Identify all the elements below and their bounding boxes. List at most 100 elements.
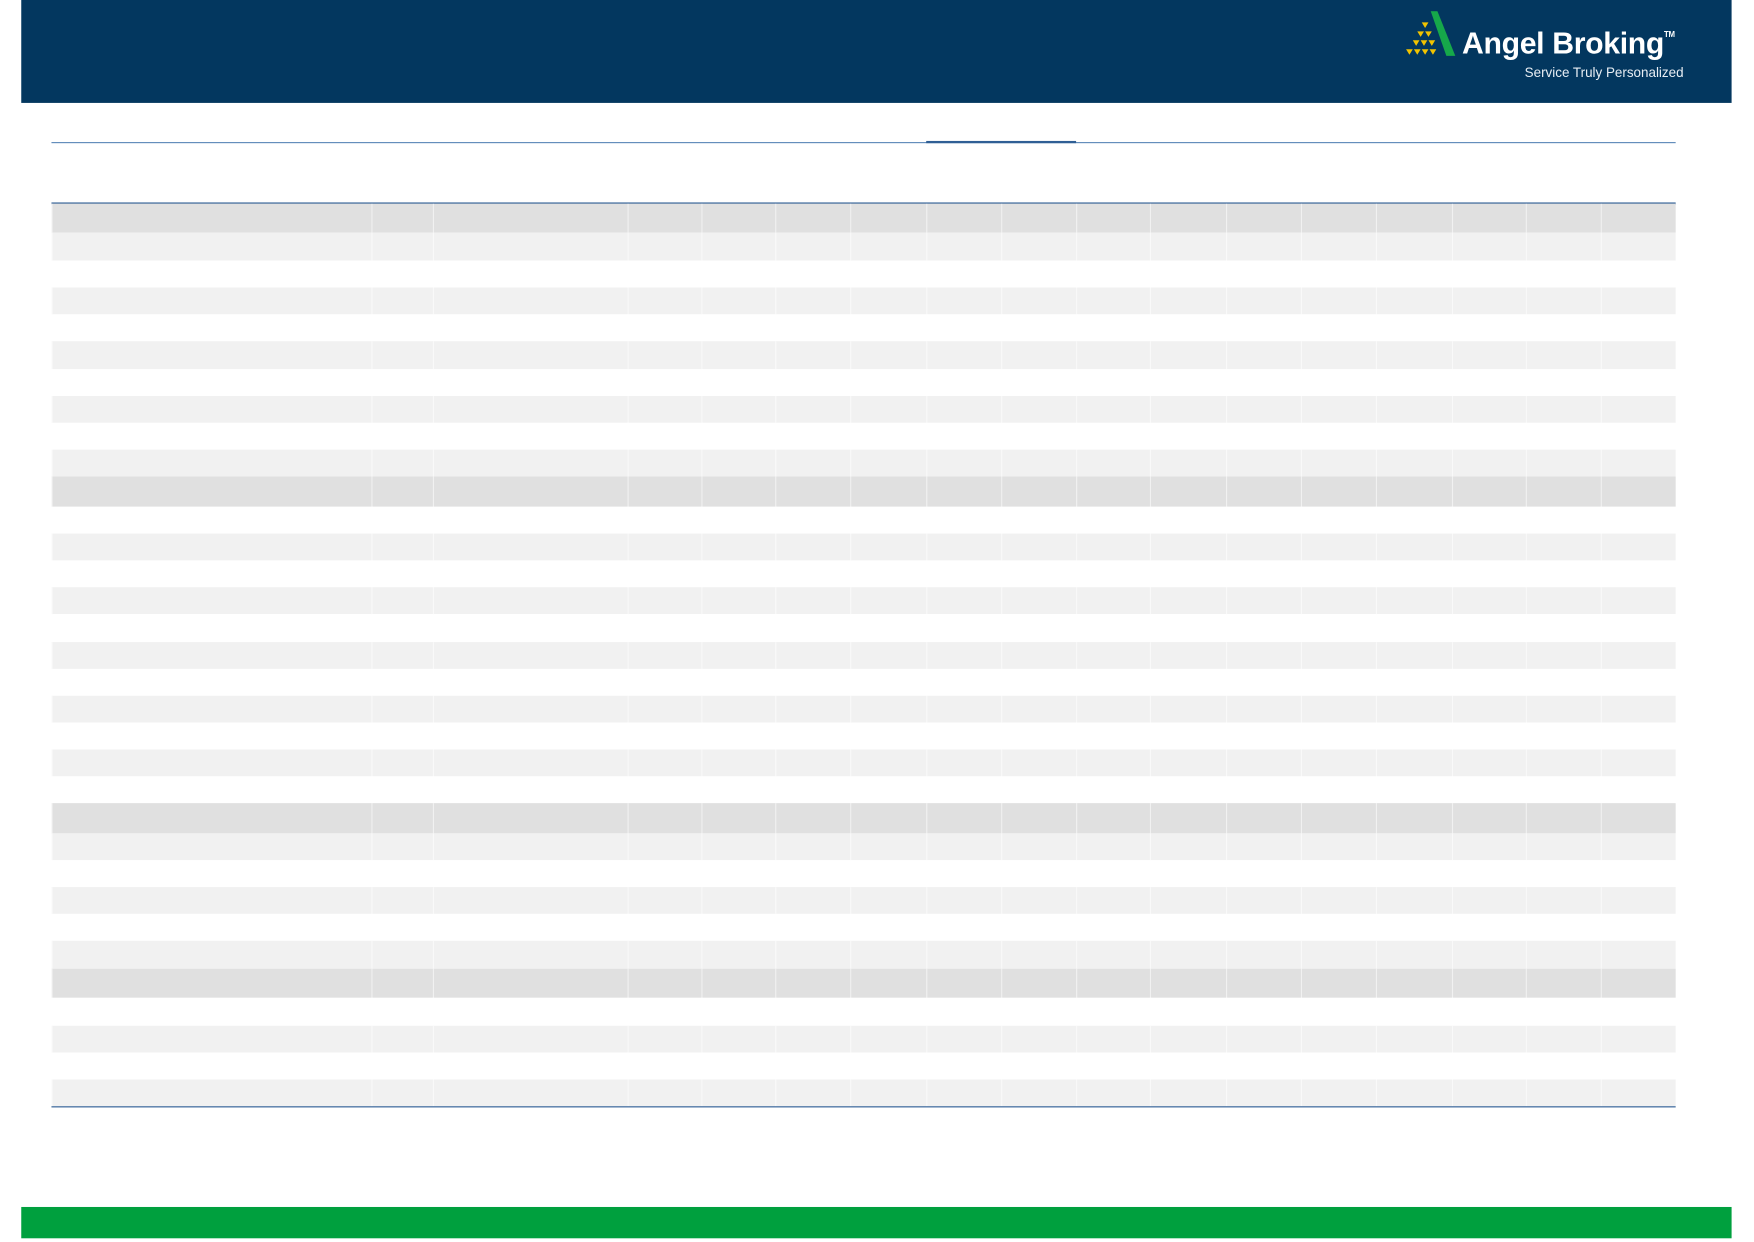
table-cell (1451, 314, 1526, 342)
table-cell (1600, 395, 1676, 423)
table-cell (1149, 422, 1226, 450)
table-cell (850, 833, 926, 861)
table-cell (1076, 1079, 1150, 1107)
table-cell (1149, 833, 1226, 861)
table-cell (775, 940, 850, 969)
table-cell (1525, 1052, 1601, 1080)
table-cell (926, 968, 1001, 998)
table-cell (1525, 776, 1601, 804)
table-cell (850, 506, 926, 534)
table-cell (775, 560, 850, 588)
brand-logo: Angel BrokingTM Service Truly Personaliz… (1404, 11, 1695, 85)
table-cell (775, 314, 850, 342)
table-cell (1001, 260, 1076, 288)
table-cell (1001, 1079, 1076, 1107)
table-cell (1375, 913, 1452, 941)
table-cell (432, 695, 628, 723)
table-cell (1076, 1025, 1150, 1053)
table-cell (51, 395, 371, 423)
table-cell (1300, 776, 1376, 804)
table-cell (701, 560, 775, 588)
table-cell (371, 314, 433, 342)
table-cell (1225, 1025, 1301, 1053)
table-cell (1225, 533, 1301, 561)
table-cell (51, 1025, 371, 1053)
table-cell (1076, 560, 1150, 588)
table-cell (1375, 860, 1452, 888)
table-cell (1600, 314, 1676, 342)
table-cell (775, 913, 850, 941)
table-cell (1525, 395, 1601, 423)
table-cell (1149, 506, 1226, 534)
table-cell (432, 997, 628, 1026)
table-cell (850, 776, 926, 804)
table-cell (1600, 560, 1676, 588)
table-cell (51, 369, 371, 396)
table-cell (1375, 668, 1452, 696)
table-cell (627, 449, 702, 477)
table-row (51, 887, 1676, 914)
table-cell (371, 506, 433, 534)
table-cell (850, 695, 926, 723)
table-cell (432, 476, 628, 507)
table-cell (371, 668, 433, 696)
table-cell (1600, 369, 1676, 396)
table-section-row (51, 968, 1676, 998)
table-cell (1451, 614, 1526, 643)
table-cell (1451, 940, 1526, 969)
table-cell (432, 395, 628, 423)
table-row (51, 614, 1676, 643)
table-cell (926, 369, 1001, 396)
table-cell (1451, 913, 1526, 941)
table-cell (1225, 395, 1301, 423)
table-cell (1149, 913, 1226, 941)
table-cell (850, 997, 926, 1026)
table-cell (432, 614, 628, 643)
table-row (51, 997, 1676, 1026)
table-cell (775, 668, 850, 696)
table-cell (1149, 749, 1226, 777)
table-cell (1149, 695, 1226, 723)
title-divider (51, 142, 1676, 144)
table-cell (1149, 1079, 1226, 1107)
table-cell (1225, 260, 1301, 288)
table-cell (1451, 422, 1526, 450)
table-cell (1076, 369, 1150, 396)
table-cell (627, 287, 702, 315)
table-cell (627, 749, 702, 777)
table-cell (926, 833, 1001, 861)
table-cell (1451, 341, 1526, 370)
table-row (51, 449, 1676, 477)
table-cell (1451, 232, 1526, 261)
table-cell (1525, 803, 1601, 834)
table-cell (775, 614, 850, 643)
table-cell (1451, 695, 1526, 723)
table-cell (51, 533, 371, 561)
table-cell (432, 722, 628, 750)
table-cell (1375, 314, 1452, 342)
table-cell (51, 803, 371, 834)
table-cell (1525, 422, 1601, 450)
table-cell (432, 913, 628, 941)
table-row (51, 1052, 1676, 1080)
table-cell (1149, 533, 1226, 561)
table-cell (701, 668, 775, 696)
table-cell (51, 232, 371, 261)
table-cell (775, 997, 850, 1026)
table-cell (1149, 560, 1226, 588)
table-cell (432, 506, 628, 534)
table-cell (1451, 560, 1526, 588)
table-cell (701, 314, 775, 342)
table-cell (926, 1079, 1001, 1107)
table-cell (1600, 887, 1676, 914)
table-cell (432, 833, 628, 861)
table-cell (1600, 260, 1676, 288)
table-cell (1001, 642, 1076, 669)
table-cell (926, 395, 1001, 423)
table-cell (850, 940, 926, 969)
table-row (51, 395, 1676, 423)
table-row (51, 1079, 1676, 1107)
table-cell (775, 260, 850, 288)
table-cell (1076, 449, 1150, 477)
table-cell (1076, 887, 1150, 914)
